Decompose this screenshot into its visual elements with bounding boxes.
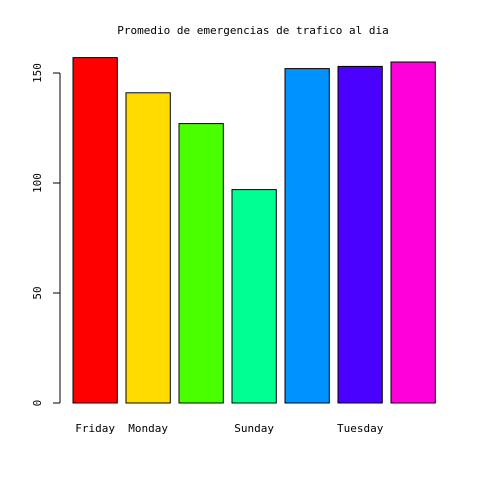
bar-sunday (231, 189, 277, 404)
y-axis: 0 50 100 150 (31, 63, 61, 407)
x-tick-label-monday: Monday (128, 422, 168, 435)
x-tick-label-friday: Friday (75, 422, 115, 435)
bar-monday (125, 92, 171, 404)
bar-wednesday (390, 61, 436, 404)
x-tick-label-tuesday: Tuesday (337, 422, 384, 435)
y-tick-label-0: 0 (31, 400, 44, 407)
x-tick-label-sunday: Sunday (234, 422, 274, 435)
x-axis-labels: Friday Monday Sunday Tuesday (75, 422, 383, 435)
y-tick-label-50: 50 (31, 286, 44, 299)
bars-group (72, 57, 436, 404)
y-tick-label-100: 100 (31, 173, 44, 193)
bar-friday (72, 57, 118, 404)
chart-title: Promedio de emergencias de trafico al di… (117, 24, 389, 37)
bar-tuesday (337, 65, 383, 404)
bar-thursday (284, 68, 330, 404)
y-tick-label-150: 150 (31, 63, 44, 83)
bar-saturday (178, 123, 224, 404)
